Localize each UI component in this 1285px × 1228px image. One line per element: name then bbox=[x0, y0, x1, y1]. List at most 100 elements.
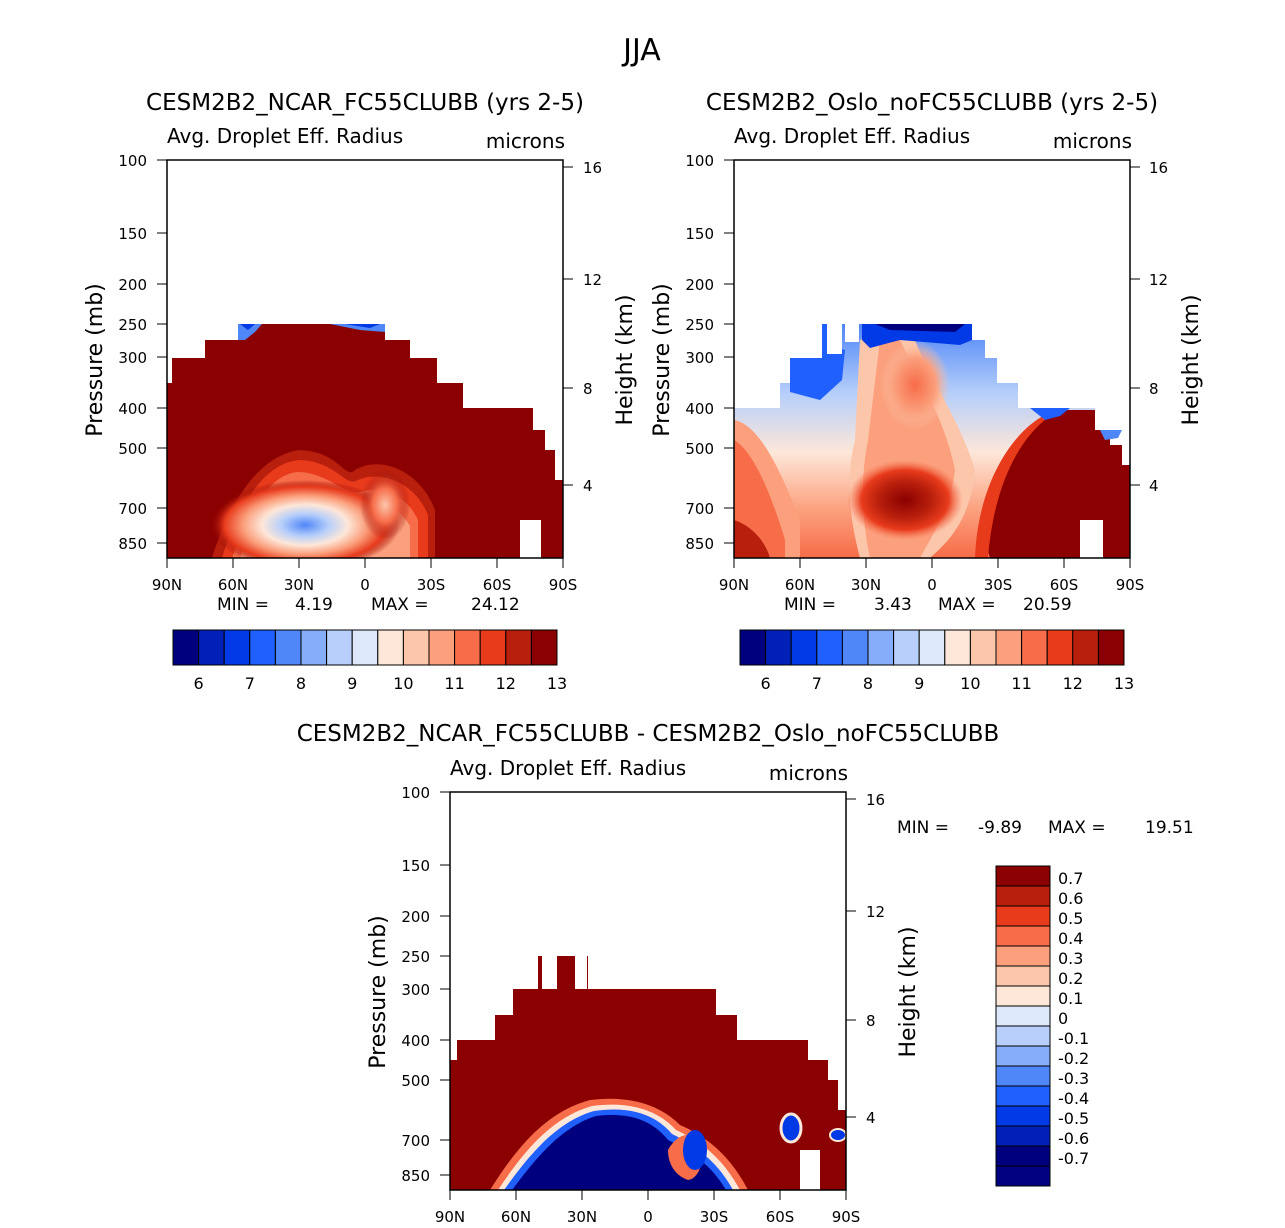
panel-1-xtick-label: 60N bbox=[218, 576, 248, 594]
panel-1-min-value: 4.19 bbox=[295, 595, 333, 615]
panel-3-ytick-label: 850 bbox=[401, 1167, 430, 1185]
colorbar-swatch bbox=[944, 629, 971, 666]
panel-1-y2tick-label: 4 bbox=[583, 477, 593, 495]
colorbar-tick-label: 9 bbox=[914, 674, 924, 693]
panel-3-y-ticks: 100 150 200 250 300 400 500 700 850 bbox=[401, 784, 450, 1185]
panel-3: CESM2B2_NCAR_FC55CLUBB - CESM2B2_Oslo_no… bbox=[297, 721, 1194, 1226]
panel-3-field-gap bbox=[542, 956, 557, 989]
colorbar-swatch bbox=[198, 629, 225, 666]
panel-1-xtick-label: 30S bbox=[417, 576, 446, 594]
panel-2-left-subtitle: Avg. Droplet Eff. Radius bbox=[734, 124, 970, 148]
colorbar-swatch bbox=[893, 629, 920, 666]
colorbar-swatch bbox=[969, 629, 997, 666]
panel-2-ytick-label: 300 bbox=[685, 349, 714, 367]
colorbar-tick-label: 10 bbox=[960, 674, 980, 693]
panel-3-y2-ticks: 16 12 8 4 bbox=[846, 791, 885, 1127]
panel-3-ylabel: Pressure (mb) bbox=[366, 915, 391, 1069]
colorbar-tick-label: 0.3 bbox=[1058, 949, 1083, 968]
colorbar-swatch bbox=[1046, 629, 1074, 666]
panel-3-ytick-label: 150 bbox=[401, 857, 430, 875]
colorbar-tick-label: 8 bbox=[863, 674, 873, 693]
panel-2-field-far-right-blue bbox=[1100, 430, 1122, 440]
panel-3-max-label: MAX = bbox=[1048, 818, 1106, 838]
panel-2-field-right-edge bbox=[975, 410, 1060, 558]
panel-2-y2tick-label: 8 bbox=[1149, 380, 1159, 398]
panel-3-field-right-edge-blob bbox=[829, 1128, 846, 1142]
colorbar-tick-label: -0.7 bbox=[1058, 1149, 1089, 1168]
panel-3-xtick-label: 90S bbox=[832, 1208, 861, 1226]
figure-title: JJA bbox=[621, 33, 661, 68]
panel-1-max-value: 24.12 bbox=[471, 595, 520, 615]
panel-3-ytick-label: 300 bbox=[401, 981, 430, 999]
colorbar-swatch bbox=[995, 1005, 1051, 1027]
panel-2-y2tick-label: 16 bbox=[1149, 159, 1168, 177]
colorbar-swatch bbox=[790, 629, 818, 666]
panel-2-y2tick-label: 12 bbox=[1149, 271, 1168, 289]
colorbar-tick-label: 0.7 bbox=[1058, 869, 1083, 888]
colorbar-tick-label: 0.5 bbox=[1058, 909, 1083, 928]
colorbar-tick-label: 0 bbox=[1058, 1009, 1068, 1028]
colorbar-swatch bbox=[995, 1025, 1051, 1047]
panel-2-ytick-label: 250 bbox=[685, 316, 714, 334]
panel-2-xtick-label: 30S bbox=[984, 576, 1013, 594]
panel-1-ytick-label: 150 bbox=[118, 225, 147, 243]
panel-1-left-subtitle: Avg. Droplet Eff. Radius bbox=[167, 124, 403, 148]
panel-1-max-label: MAX = bbox=[371, 595, 429, 615]
colorbar-tick-label: -0.6 bbox=[1058, 1129, 1089, 1148]
panel-1-min-label: MIN = bbox=[217, 595, 269, 615]
colorbar-swatch bbox=[995, 965, 1051, 987]
panel-3-xtick-label: 0 bbox=[643, 1208, 653, 1226]
panel-2-y-ticks: 100 150 200 250 300 400 500 700 850 bbox=[685, 152, 734, 553]
panel-3-min-value: -9.89 bbox=[978, 818, 1022, 838]
panel-2-field-right-blue bbox=[1030, 408, 1070, 420]
colorbar-tick-label: 7 bbox=[812, 674, 822, 693]
panel-2-colorbar: 6 7 8 9 10 11 12 13 bbox=[739, 629, 1134, 693]
panel-2-field-right-lobe bbox=[985, 410, 1130, 558]
colorbar-tick-label: -0.2 bbox=[1058, 1049, 1089, 1068]
panel-1-field-side-core bbox=[360, 470, 410, 540]
colorbar-swatch bbox=[841, 629, 869, 666]
colorbar-swatch bbox=[867, 629, 895, 666]
panel-2-field-upper-warm bbox=[880, 340, 950, 430]
colorbar-swatch bbox=[479, 629, 507, 666]
colorbar-tick-label: 12 bbox=[496, 674, 516, 693]
panel-3-ytick-label: 400 bbox=[401, 1032, 430, 1050]
panel-1-ytick-label: 300 bbox=[118, 349, 147, 367]
colorbar-swatch bbox=[816, 629, 843, 666]
colorbar-tick-label: -0.1 bbox=[1058, 1029, 1089, 1048]
panel-1-xtick-label: 0 bbox=[360, 576, 370, 594]
panel-3-field-right-blob bbox=[779, 1112, 803, 1144]
panel-2-min-value: 3.43 bbox=[874, 595, 912, 615]
colorbar-swatch bbox=[995, 629, 1023, 666]
panel-3-max-value: 19.51 bbox=[1145, 818, 1194, 838]
colorbar-tick-label: -0.5 bbox=[1058, 1109, 1089, 1128]
colorbar-swatch bbox=[505, 629, 532, 666]
panel-3-field-blue-patch bbox=[683, 1130, 707, 1170]
panel-2-xtick-label: 90N bbox=[719, 576, 749, 594]
panel-3-ytick-label: 250 bbox=[401, 948, 430, 966]
colorbar-swatch bbox=[995, 1065, 1051, 1087]
panel-3-field-blue-core bbox=[512, 1115, 726, 1190]
panel-2-xtick-label: 30N bbox=[851, 576, 881, 594]
panel-3-ytick-label: 100 bbox=[401, 784, 430, 802]
panel-2-field-top-navy bbox=[875, 324, 965, 332]
panel-2-field-left-blue bbox=[790, 324, 845, 400]
panel-2-field bbox=[734, 324, 1130, 558]
panel-1-y2-ticks: 16 12 8 4 bbox=[563, 159, 602, 495]
panel-2-x-ticks: 90N 60N 30N 0 30S 60S 90S bbox=[719, 558, 1144, 594]
panel-1-colorbar: 6 7 8 9 10 11 12 13 bbox=[172, 629, 567, 693]
panel-1-ytick-label: 100 bbox=[118, 152, 147, 170]
colorbar-swatch bbox=[918, 629, 946, 666]
panel-2-right-subtitle: microns bbox=[1053, 129, 1132, 153]
colorbar-swatch bbox=[765, 629, 792, 666]
panel-1-y2tick-label: 16 bbox=[583, 159, 602, 177]
colorbar-swatch bbox=[995, 985, 1051, 1007]
colorbar-tick-label: 11 bbox=[1011, 674, 1031, 693]
panel-1-field-top-blue-dark bbox=[240, 324, 380, 330]
panel-2-xtick-label: 60S bbox=[1050, 576, 1079, 594]
panel-3-field bbox=[450, 956, 846, 1190]
panel-1-xtick-label: 30N bbox=[284, 576, 314, 594]
panel-1-y2tick-label: 8 bbox=[583, 380, 593, 398]
panel-2-y2label: Height (km) bbox=[1179, 294, 1204, 425]
